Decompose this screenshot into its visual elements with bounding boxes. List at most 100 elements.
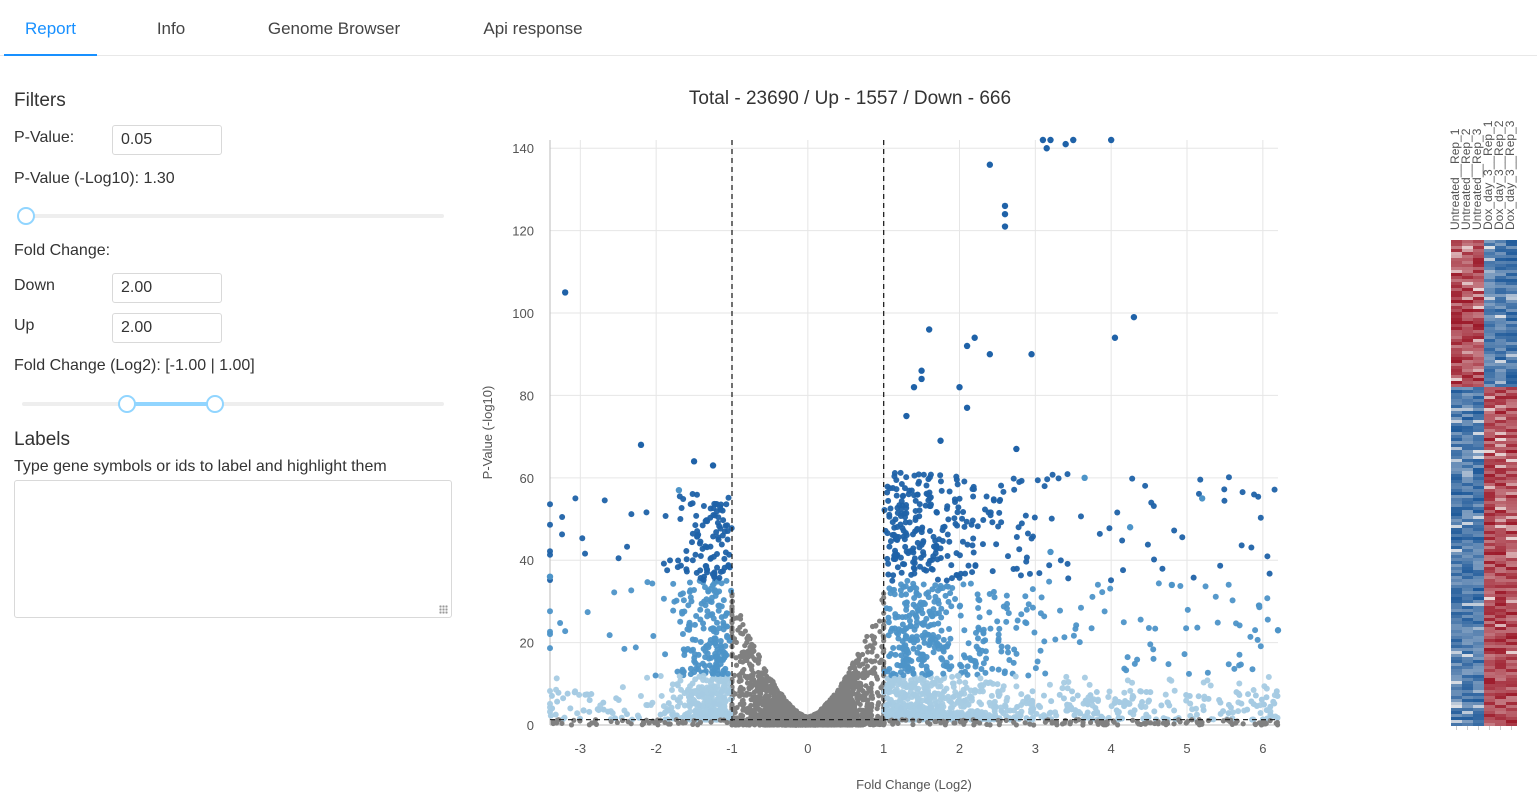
point-significant xyxy=(940,670,947,677)
point-significant xyxy=(717,637,724,644)
point-significant xyxy=(1264,616,1271,623)
fold-change-slider-handle-high[interactable] xyxy=(206,395,224,413)
point-significant xyxy=(894,691,901,698)
point-significant xyxy=(883,605,890,612)
point-significant xyxy=(1274,693,1281,700)
tab-report[interactable]: Report xyxy=(4,0,97,56)
tab-genome-browser[interactable]: Genome Browser xyxy=(267,19,401,38)
point-not-significant xyxy=(772,698,778,704)
point-not-significant xyxy=(910,721,916,728)
point-significant xyxy=(962,668,969,675)
point-significant xyxy=(911,570,918,577)
point-significant xyxy=(670,607,677,614)
point-not-significant xyxy=(771,705,777,711)
point-significant xyxy=(898,652,905,659)
point-significant xyxy=(959,538,966,545)
fold-change-slider-range xyxy=(127,402,215,406)
point-significant xyxy=(689,680,696,687)
point-not-significant xyxy=(819,707,825,713)
point-significant xyxy=(886,511,893,518)
point-not-significant xyxy=(708,719,714,725)
pvalue-slider[interactable] xyxy=(17,207,444,225)
point-significant xyxy=(957,602,964,609)
point-significant xyxy=(1171,687,1178,694)
point-significant xyxy=(600,699,607,706)
fold-change-slider-handle-low[interactable] xyxy=(118,395,136,413)
point-significant xyxy=(644,702,651,709)
point-significant xyxy=(628,587,635,594)
point-significant xyxy=(692,660,699,667)
tab-api-response[interactable]: Api response xyxy=(483,19,583,38)
point-significant xyxy=(728,587,735,594)
point-not-significant xyxy=(865,649,871,655)
point-significant xyxy=(903,606,910,613)
point-not-significant xyxy=(748,650,754,657)
point-not-significant xyxy=(859,711,865,717)
point-significant xyxy=(928,565,935,572)
point-significant xyxy=(1131,660,1138,667)
resize-grip-icon[interactable] xyxy=(439,605,448,614)
point-significant xyxy=(715,607,722,614)
fold-change-slider[interactable] xyxy=(22,395,444,413)
point-significant xyxy=(1119,715,1126,722)
point-significant xyxy=(1014,617,1021,624)
point-significant xyxy=(1064,471,1071,478)
point-significant xyxy=(586,697,593,704)
point-significant xyxy=(709,665,716,672)
point-significant xyxy=(946,626,953,633)
point-not-significant xyxy=(784,704,790,710)
point-not-significant xyxy=(860,693,866,699)
point-significant xyxy=(718,670,725,677)
point-significant xyxy=(704,642,711,649)
gene-labels-textarea[interactable] xyxy=(14,480,452,618)
point-significant xyxy=(936,642,943,649)
point-significant xyxy=(980,517,987,524)
point-significant xyxy=(714,619,721,626)
point-significant xyxy=(919,610,926,617)
point-significant xyxy=(957,612,964,619)
point-significant xyxy=(680,646,687,653)
point-significant xyxy=(919,539,926,546)
point-significant xyxy=(1088,625,1095,632)
point-significant xyxy=(935,610,942,617)
point-not-significant xyxy=(876,700,882,706)
point-significant xyxy=(703,569,710,576)
point-significant xyxy=(694,533,701,540)
point-significant xyxy=(712,653,719,660)
point-significant xyxy=(903,599,910,606)
point-significant xyxy=(1005,649,1012,656)
point-significant xyxy=(1183,625,1190,632)
point-significant xyxy=(898,627,905,634)
point-significant xyxy=(937,545,944,552)
point-significant xyxy=(1026,570,1033,577)
point-significant xyxy=(1159,565,1166,572)
point-significant xyxy=(943,505,950,512)
point-not-significant xyxy=(1053,719,1060,725)
point-significant xyxy=(926,489,933,496)
up-input[interactable]: 2.00 xyxy=(112,313,222,343)
point-significant xyxy=(1046,578,1053,585)
point-significant xyxy=(564,690,571,697)
point-significant xyxy=(1235,690,1242,697)
point-significant xyxy=(711,700,718,707)
point-significant xyxy=(727,696,734,703)
point-significant xyxy=(1207,682,1214,689)
point-significant xyxy=(912,679,919,686)
point-significant xyxy=(1032,665,1039,672)
point-significant xyxy=(899,493,906,500)
point-significant xyxy=(669,681,676,688)
pvalue-input[interactable]: 0.05 xyxy=(112,125,222,155)
point-significant xyxy=(1253,702,1260,709)
point-significant xyxy=(983,493,990,500)
point-significant xyxy=(972,687,979,694)
pvalue-slider-handle[interactable] xyxy=(17,207,35,225)
point-significant xyxy=(1150,646,1157,653)
point-significant xyxy=(945,516,952,523)
down-input[interactable]: 2.00 xyxy=(112,273,222,303)
point-significant xyxy=(919,632,926,639)
point-significant xyxy=(932,593,939,600)
point-significant xyxy=(910,691,917,698)
point-significant xyxy=(696,684,703,691)
tab-info[interactable]: Info xyxy=(156,19,186,38)
